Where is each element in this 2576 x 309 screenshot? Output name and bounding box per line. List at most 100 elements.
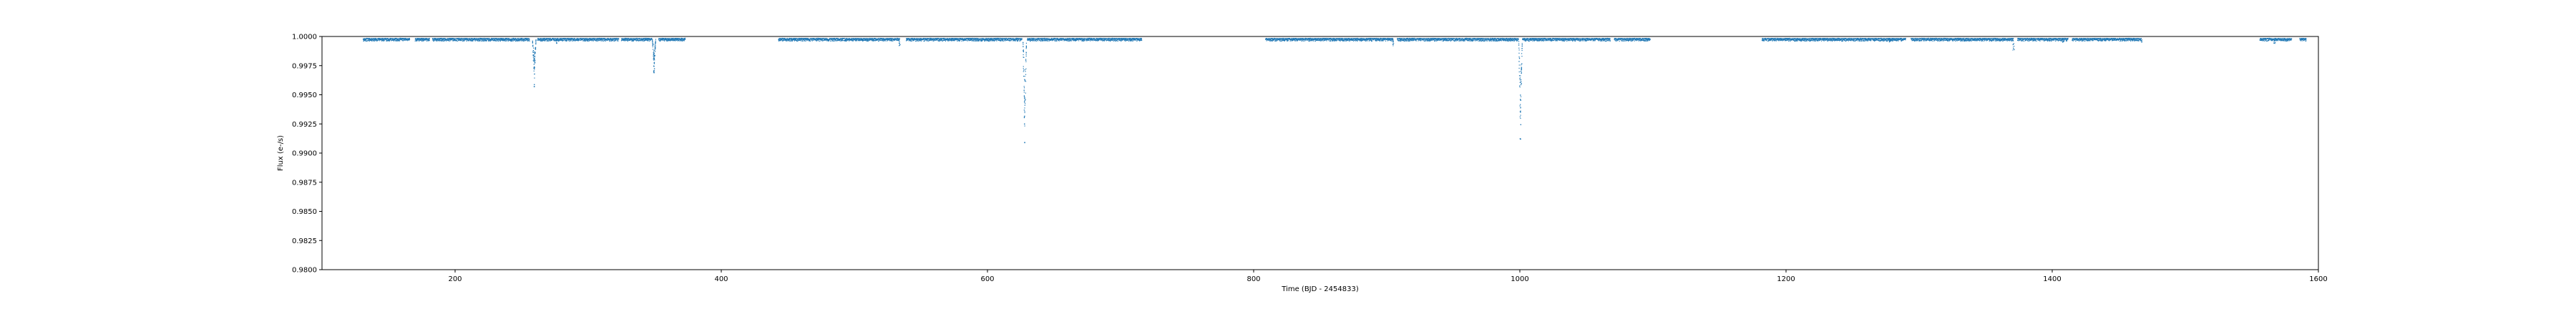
data-point bbox=[454, 39, 455, 40]
data-point bbox=[912, 39, 914, 41]
data-point bbox=[543, 39, 545, 41]
data-point bbox=[853, 38, 854, 39]
data-point bbox=[937, 37, 939, 39]
data-point bbox=[499, 40, 500, 41]
data-point bbox=[381, 39, 384, 41]
data-point bbox=[527, 38, 529, 39]
data-point bbox=[464, 38, 465, 39]
data-point bbox=[867, 39, 868, 41]
data-point bbox=[816, 38, 817, 39]
data-point bbox=[537, 39, 538, 41]
data-point bbox=[476, 38, 477, 39]
data-point bbox=[555, 38, 557, 39]
data-point bbox=[1015, 39, 1017, 41]
data-point bbox=[375, 39, 376, 41]
data-point bbox=[826, 40, 828, 41]
data-point bbox=[464, 39, 466, 41]
data-point bbox=[542, 39, 544, 41]
data-point bbox=[844, 39, 846, 40]
data-point bbox=[585, 38, 587, 39]
data-point bbox=[524, 39, 525, 41]
data-point bbox=[918, 38, 919, 39]
data-point bbox=[877, 39, 878, 41]
data-point bbox=[436, 39, 438, 41]
data-point bbox=[857, 39, 859, 41]
data-point bbox=[965, 39, 967, 41]
data-point bbox=[424, 39, 426, 41]
data-point bbox=[444, 38, 445, 39]
data-point bbox=[641, 40, 643, 41]
data-point bbox=[852, 40, 854, 41]
data-point bbox=[434, 39, 436, 41]
data-point bbox=[678, 38, 680, 39]
data-point bbox=[571, 39, 572, 41]
data-point bbox=[500, 39, 502, 41]
data-point bbox=[658, 39, 660, 41]
data-point bbox=[930, 39, 932, 40]
data-point bbox=[681, 40, 683, 41]
data-point bbox=[666, 39, 668, 40]
data-point bbox=[470, 39, 472, 40]
data-point bbox=[567, 38, 569, 39]
data-point bbox=[971, 39, 972, 41]
data-point bbox=[565, 40, 567, 41]
data-point bbox=[885, 39, 887, 41]
data-point bbox=[363, 39, 364, 41]
data-point bbox=[517, 39, 518, 41]
data-point bbox=[648, 38, 650, 39]
data-point bbox=[648, 38, 650, 39]
data-point bbox=[460, 39, 462, 40]
data-point bbox=[851, 39, 852, 41]
data-point bbox=[908, 38, 909, 39]
data-point bbox=[526, 39, 527, 41]
data-point bbox=[518, 40, 519, 41]
data-point bbox=[588, 38, 590, 39]
data-point bbox=[577, 39, 580, 41]
data-point bbox=[368, 40, 369, 41]
data-point bbox=[870, 39, 872, 40]
data-point bbox=[843, 39, 844, 41]
data-point bbox=[626, 40, 628, 41]
data-point bbox=[631, 39, 633, 41]
data-point bbox=[975, 38, 976, 39]
data-point bbox=[811, 40, 813, 41]
data-point bbox=[399, 37, 401, 39]
data-point bbox=[795, 39, 796, 41]
data-point bbox=[406, 39, 408, 41]
data-point bbox=[484, 38, 486, 39]
data-point bbox=[543, 39, 545, 41]
data-point bbox=[636, 37, 638, 39]
data-point bbox=[517, 39, 519, 41]
data-point bbox=[547, 39, 549, 40]
data-point bbox=[861, 39, 862, 41]
data-point bbox=[601, 37, 602, 39]
data-point bbox=[507, 39, 509, 41]
data-point bbox=[484, 39, 485, 40]
data-point bbox=[401, 39, 402, 41]
data-point bbox=[554, 40, 555, 41]
data-point bbox=[956, 38, 957, 39]
data-point bbox=[487, 38, 489, 39]
data-point bbox=[475, 39, 477, 41]
data-point bbox=[559, 39, 560, 41]
data-point bbox=[970, 38, 971, 39]
data-point bbox=[948, 39, 950, 41]
data-point bbox=[880, 39, 882, 41]
data-point bbox=[395, 37, 396, 39]
data-point bbox=[464, 37, 466, 39]
data-point bbox=[594, 39, 595, 41]
data-point bbox=[482, 39, 484, 40]
data-point bbox=[577, 39, 579, 41]
data-point bbox=[449, 38, 450, 39]
data-point bbox=[639, 39, 640, 40]
data-point bbox=[397, 40, 399, 41]
data-point bbox=[565, 38, 566, 39]
data-point bbox=[585, 39, 586, 41]
data-point bbox=[791, 39, 793, 40]
data-point bbox=[779, 39, 781, 41]
data-point bbox=[372, 39, 374, 40]
data-point bbox=[993, 39, 995, 41]
data-point bbox=[625, 40, 627, 41]
data-point bbox=[668, 39, 670, 41]
